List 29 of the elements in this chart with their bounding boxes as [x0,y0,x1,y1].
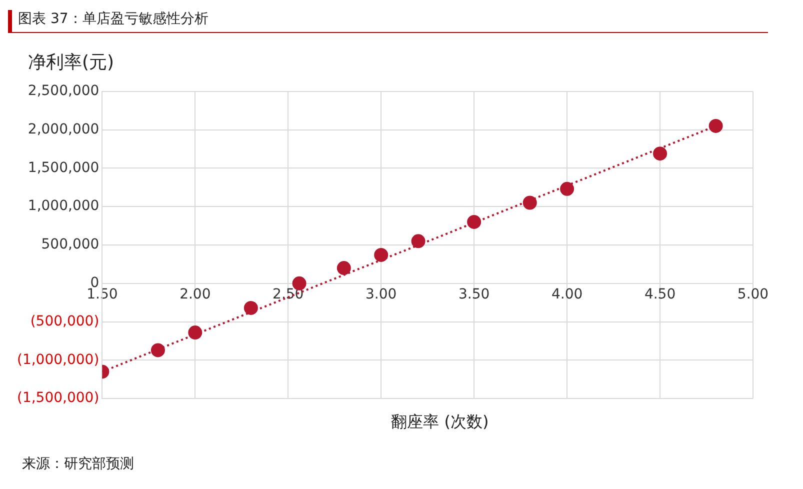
point [411,234,426,248]
point [653,146,668,161]
point [522,196,537,210]
point [188,326,202,340]
y-tick-label: (1,500,000) [16,390,100,406]
point [708,118,723,133]
point [374,248,388,262]
x-tick-label: 2.00 [180,286,211,302]
y-tick-label: 1,500,000 [28,160,100,176]
point [150,343,165,358]
x-tick-label: 5.00 [737,286,769,302]
y-tick-label: (500,000) [30,313,100,330]
y-tick-label: 500,000 [41,236,100,253]
y-tick-label: 2,000,000 [28,121,100,138]
chart-title: 图表 37：单店盈亏敏感性分析 [8,10,768,33]
y-tick-label: 2,500,000 [28,83,100,100]
y-tick-label: (1,000,000) [16,352,100,368]
x-axis-title: 翻座率 (次数) [390,412,490,433]
source-note: 来源：研究部预测 [22,455,134,473]
y-axis-title: 净利率(元) [28,51,114,74]
y-tick-label: 1,000,000 [28,198,100,214]
point [244,300,258,315]
point [560,182,574,196]
x-tick-label: 4.50 [644,286,676,302]
point [467,214,482,229]
point [336,261,351,276]
x-tick-label: 3.50 [458,286,490,302]
x-tick-label: 4.00 [551,286,583,302]
x-tick-label: 3.00 [366,286,397,302]
